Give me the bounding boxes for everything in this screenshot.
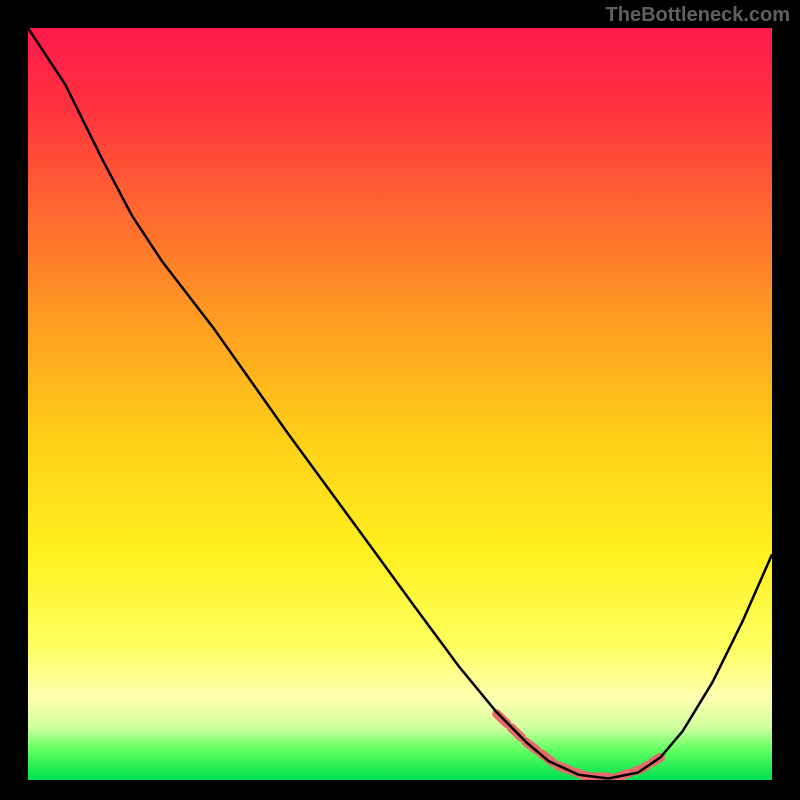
main-curve <box>28 28 772 779</box>
plot-area <box>28 28 772 780</box>
curve-layer <box>28 28 772 780</box>
highlight-band <box>497 714 661 778</box>
watermark-text: TheBottleneck.com <box>606 4 790 27</box>
